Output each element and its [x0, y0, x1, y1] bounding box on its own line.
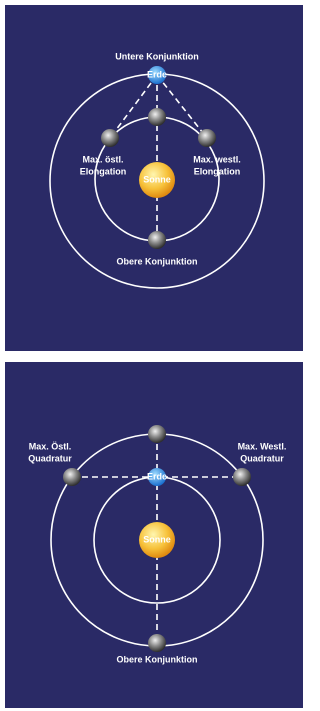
- label: Quadratur: [28, 453, 72, 463]
- planet: [101, 129, 119, 147]
- page: Sonne Erde Untere Konjunktion Max. östl.…: [0, 0, 308, 711]
- label: Max. Östl.: [29, 441, 72, 451]
- planet: [148, 231, 166, 249]
- label: Obere Konjunktion: [117, 654, 198, 664]
- label: Quadratur: [240, 453, 284, 463]
- label: Obere Konjunktion: [117, 256, 198, 266]
- label: Untere Konjunktion: [115, 51, 199, 61]
- sun-label: Sonne: [143, 534, 171, 544]
- planet: [148, 108, 166, 126]
- planet: [148, 634, 166, 652]
- planet: [198, 129, 216, 147]
- planet: [63, 468, 81, 486]
- earth-label: Erde: [147, 471, 167, 481]
- planet: [233, 468, 251, 486]
- label: Max. Westl.: [238, 441, 287, 451]
- sun-label: Sonne: [143, 174, 171, 184]
- earth-label: Erde: [147, 69, 167, 79]
- planet: [148, 425, 166, 443]
- label: Elongation: [80, 166, 127, 176]
- label: Max. westl.: [193, 154, 241, 164]
- label: Max. östl.: [82, 154, 123, 164]
- label: Elongation: [194, 166, 241, 176]
- diagram: Sonne Erde Untere Konjunktion Max. östl.…: [0, 0, 308, 711]
